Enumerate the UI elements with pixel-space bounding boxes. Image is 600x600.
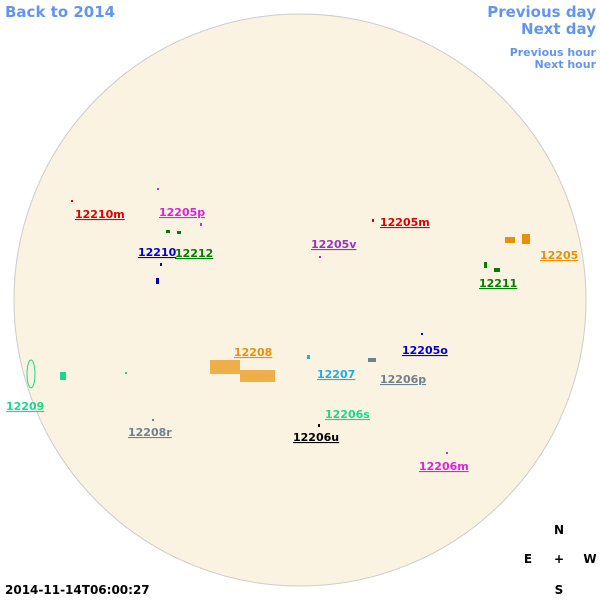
spot bbox=[318, 424, 320, 427]
next-hour-link[interactable]: Next hour bbox=[535, 58, 597, 71]
compass: N E + W S bbox=[524, 523, 597, 597]
compass-north: N bbox=[554, 523, 564, 537]
spot bbox=[494, 268, 500, 272]
spots bbox=[26, 188, 530, 454]
spot bbox=[307, 355, 310, 359]
region-label[interactable]: 12208 bbox=[234, 346, 272, 359]
spot bbox=[522, 234, 530, 244]
spot bbox=[446, 452, 448, 454]
region-label[interactable]: 12205o bbox=[402, 344, 448, 357]
spot bbox=[125, 372, 127, 374]
spot bbox=[319, 256, 321, 258]
compass-east: E bbox=[524, 552, 532, 566]
compass-center: + bbox=[554, 552, 564, 566]
timestamp: 2014-11-14T06:00:27 bbox=[5, 583, 150, 597]
spot bbox=[166, 230, 170, 233]
spot bbox=[160, 263, 162, 266]
spot bbox=[421, 333, 423, 335]
spot bbox=[200, 223, 202, 226]
region-label[interactable]: 12206m bbox=[419, 460, 469, 473]
solar-disk bbox=[13, 13, 587, 587]
region-label[interactable]: 12206s bbox=[325, 408, 370, 421]
region-labels: 12210m 12205p 12210 12212 12205v 12205m … bbox=[6, 206, 578, 473]
region-label[interactable]: 12205 bbox=[540, 249, 578, 262]
spot bbox=[505, 237, 515, 243]
region-label[interactable]: 12206p bbox=[380, 373, 426, 386]
region-label[interactable]: 12205p bbox=[159, 206, 205, 219]
spot bbox=[26, 359, 36, 389]
region-label[interactable]: 12212 bbox=[175, 247, 213, 260]
spot bbox=[210, 360, 240, 374]
next-day-link[interactable]: Next day bbox=[521, 20, 596, 38]
spot bbox=[157, 188, 159, 190]
compass-south: S bbox=[555, 583, 564, 597]
previous-day-link[interactable]: Previous day bbox=[487, 3, 596, 21]
back-link[interactable]: Back to 2014 bbox=[5, 3, 115, 21]
compass-west: W bbox=[583, 552, 596, 566]
region-label[interactable]: 12205m bbox=[380, 216, 430, 229]
spot bbox=[152, 419, 154, 421]
region-label[interactable]: 12206u bbox=[293, 431, 339, 444]
spot bbox=[71, 200, 73, 202]
region-label[interactable]: 12211 bbox=[479, 277, 517, 290]
region-label[interactable]: 12210m bbox=[75, 208, 125, 221]
region-label[interactable]: 12205v bbox=[311, 238, 357, 251]
spot bbox=[368, 358, 376, 362]
spot bbox=[240, 370, 275, 382]
region-label[interactable]: 12208r bbox=[128, 426, 172, 439]
region-label[interactable]: 12209 bbox=[6, 400, 44, 413]
spot bbox=[372, 219, 374, 222]
previous-hour-link[interactable]: Previous hour bbox=[510, 46, 597, 59]
region-label[interactable]: 12207 bbox=[317, 368, 355, 381]
spot bbox=[484, 262, 487, 268]
spot bbox=[156, 278, 159, 284]
region-label[interactable]: 12210 bbox=[138, 246, 177, 259]
spot bbox=[60, 372, 66, 380]
spot bbox=[177, 231, 181, 234]
